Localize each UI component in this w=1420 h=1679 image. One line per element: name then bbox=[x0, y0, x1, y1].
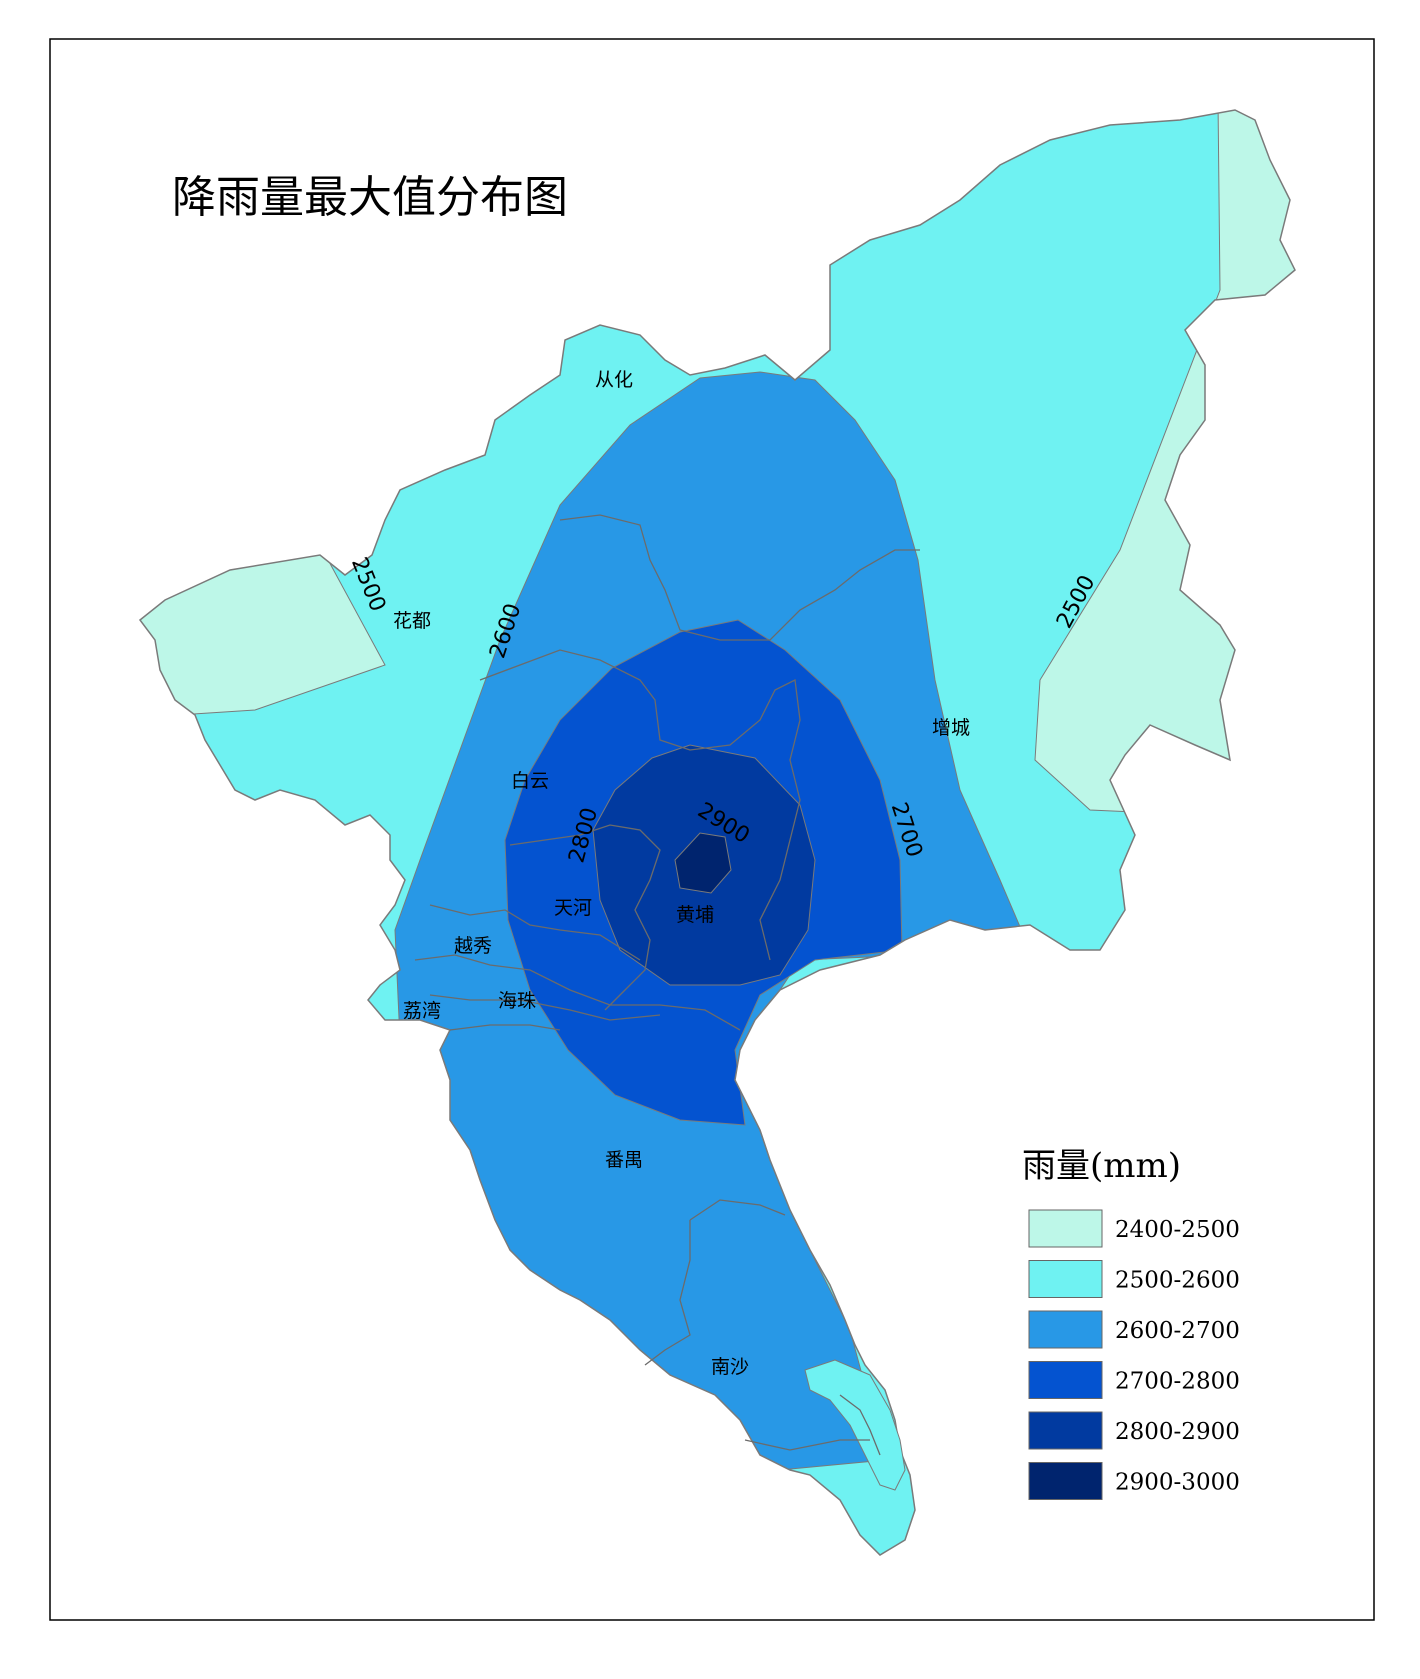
legend-title: 雨量(mm) bbox=[1022, 1146, 1181, 1186]
label-baiyun: 白云 bbox=[511, 770, 549, 792]
label-huangpu: 黄埔 bbox=[676, 904, 714, 926]
legend-label: 2400-2500 bbox=[1115, 1217, 1240, 1243]
legend-swatch bbox=[1028, 1260, 1103, 1298]
label-liwan: 荔湾 bbox=[403, 1000, 441, 1022]
label-nansha: 南沙 bbox=[711, 1356, 749, 1378]
legend-swatch bbox=[1028, 1310, 1103, 1349]
label-huadu: 花都 bbox=[393, 610, 431, 632]
nansha-island bbox=[804, 1359, 906, 1491]
district-boundaries bbox=[414, 514, 920, 1456]
label-zengcheng: 增城 bbox=[932, 717, 970, 739]
legend-label: 2900-3000 bbox=[1115, 1470, 1240, 1496]
label-tianhe: 天河 bbox=[554, 897, 592, 919]
label-yuexiu: 越秀 bbox=[454, 935, 492, 957]
label-panyu: 番禺 bbox=[605, 1149, 643, 1171]
legend-label: 2500-2600 bbox=[1115, 1268, 1240, 1294]
legend-swatch bbox=[1028, 1361, 1103, 1399]
legend-swatch bbox=[1028, 1462, 1103, 1500]
map-title: 降雨量最大值分布图 bbox=[172, 172, 568, 223]
legend-label: 2800-2900 bbox=[1115, 1419, 1240, 1445]
zone-2900-3000 bbox=[674, 832, 732, 894]
legend-swatch bbox=[1028, 1209, 1103, 1248]
legend-label: 2600-2700 bbox=[1115, 1318, 1240, 1344]
legend-label: 2700-2800 bbox=[1115, 1369, 1240, 1395]
district-labels: 从化 花都 增城 白云 天河 黄埔 越秀 荔湾 海珠 番禺 南沙 bbox=[393, 369, 970, 1378]
city-outline bbox=[138, 109, 1296, 1556]
label-haizhu: 海珠 bbox=[498, 990, 536, 1012]
legend: 雨量(mm) 2400-2500 2500-2600 2600-2700 2700-2… bbox=[1022, 1146, 1240, 1500]
label-conghua: 从化 bbox=[595, 369, 633, 391]
legend-swatch bbox=[1028, 1411, 1103, 1450]
